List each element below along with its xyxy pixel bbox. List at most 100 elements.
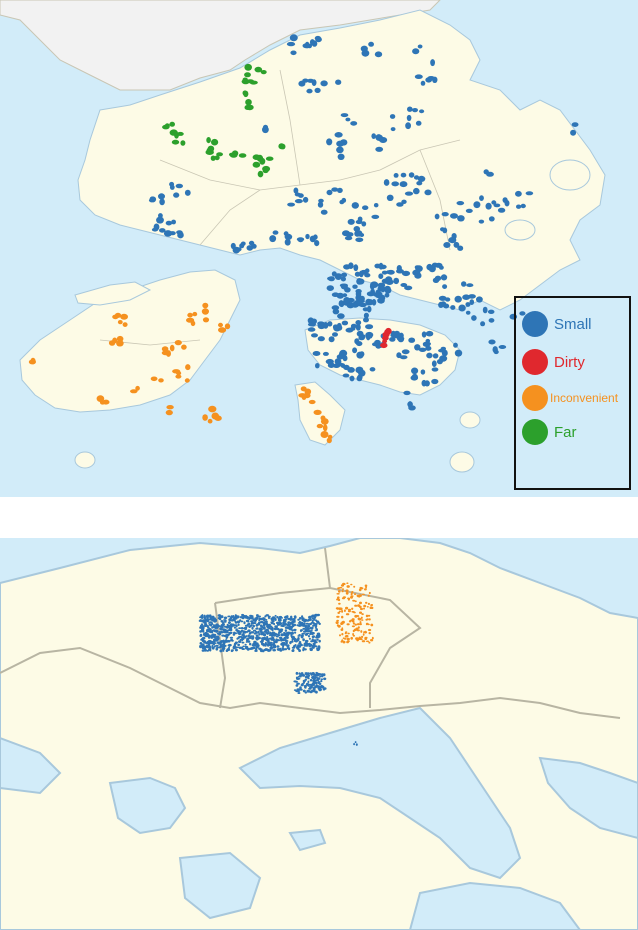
- inconvenient-marker: [344, 632, 347, 635]
- inconvenient-marker: [348, 620, 352, 623]
- small-marker: [207, 643, 211, 646]
- inconvenient-marker: [192, 311, 198, 317]
- inconvenient-marker: [357, 626, 360, 629]
- small-marker: [212, 625, 216, 629]
- inconvenient-marker: [175, 374, 182, 379]
- small-marker: [431, 360, 437, 368]
- small-marker: [281, 625, 285, 627]
- small-marker: [425, 345, 432, 351]
- small-marker: [240, 241, 246, 246]
- inconvenient-marker: [361, 613, 364, 616]
- small-marker: [231, 639, 234, 642]
- small-marker: [318, 646, 321, 649]
- small-marker: [226, 626, 229, 629]
- small-marker: [415, 120, 422, 126]
- small-marker: [230, 619, 234, 622]
- inconvenient-marker: [202, 302, 209, 309]
- small-marker: [273, 616, 276, 619]
- small-marker: [381, 270, 388, 275]
- small-marker: [310, 632, 314, 635]
- small-marker: [271, 628, 274, 632]
- small-marker: [346, 327, 354, 333]
- small-marker: [374, 51, 383, 58]
- small-marker: [316, 638, 319, 641]
- inconvenient-marker: [161, 346, 169, 352]
- small-marker: [240, 636, 243, 639]
- small-island: [459, 411, 481, 429]
- small-marker: [422, 342, 431, 347]
- small-marker: [299, 688, 303, 691]
- small-marker: [333, 310, 339, 314]
- small-marker: [244, 628, 247, 630]
- small-marker: [254, 640, 257, 644]
- inconvenient-marker: [218, 327, 227, 333]
- small-marker: [386, 194, 394, 201]
- inconvenient-marker: [202, 414, 208, 421]
- small-marker: [227, 615, 231, 618]
- inconvenient-marker: [362, 633, 365, 636]
- small-marker: [263, 634, 266, 637]
- inconvenient-marker: [201, 308, 209, 315]
- small-marker: [201, 649, 205, 652]
- small-marker: [306, 689, 311, 693]
- zoomed-survey-markers: [198, 582, 374, 746]
- small-marker: [487, 309, 495, 314]
- small-marker: [519, 311, 526, 316]
- small-marker: [302, 638, 305, 642]
- small-marker: [281, 638, 284, 641]
- small-marker: [353, 743, 355, 746]
- inconvenient-marker: [214, 415, 222, 422]
- small-marker: [307, 327, 316, 332]
- small-marker: [431, 367, 439, 372]
- small-marker: [293, 187, 299, 194]
- inconvenient-marker: [365, 640, 370, 643]
- small-marker: [266, 624, 271, 628]
- small-marker: [457, 245, 464, 251]
- legend-label: Inconvenient: [550, 391, 619, 405]
- small-marker: [353, 226, 361, 232]
- small-marker: [317, 201, 324, 208]
- small-marker: [307, 635, 311, 638]
- small-marker: [266, 644, 270, 647]
- small-marker: [412, 108, 418, 113]
- small-marker: [440, 274, 448, 281]
- small-marker: [274, 614, 277, 617]
- small-marker: [203, 632, 207, 635]
- small-marker: [283, 636, 287, 640]
- small-marker: [344, 236, 353, 241]
- small-marker: [251, 635, 255, 638]
- legend-item-inconvenient: Inconvenient: [522, 384, 618, 412]
- inconvenient-marker: [365, 601, 368, 604]
- inconvenient-marker: [370, 604, 374, 606]
- inconvenient-marker: [350, 595, 354, 597]
- small-marker: [377, 297, 385, 304]
- small-marker: [304, 633, 308, 636]
- small-marker: [417, 44, 423, 49]
- small-marker: [408, 337, 416, 343]
- small-marker: [309, 630, 313, 632]
- small-marker: [389, 337, 396, 342]
- inconvenient-marker: [340, 584, 345, 587]
- small-marker: [315, 628, 318, 632]
- small-marker: [175, 183, 183, 189]
- small-marker: [450, 213, 458, 219]
- small-marker: [420, 80, 426, 86]
- inconvenient-marker: [336, 624, 339, 627]
- inconvenient-marker: [117, 320, 123, 325]
- small-marker: [334, 132, 343, 138]
- small-marker: [302, 43, 310, 49]
- small-marker: [332, 363, 341, 368]
- small-marker: [348, 262, 354, 270]
- small-marker: [290, 50, 297, 56]
- small-marker: [275, 635, 279, 638]
- small-marker: [393, 330, 401, 338]
- small-marker: [317, 336, 325, 342]
- small-marker: [213, 633, 217, 637]
- small-marker: [285, 641, 288, 645]
- small-marker: [216, 625, 221, 628]
- small-marker: [355, 237, 364, 243]
- small-marker: [296, 624, 300, 627]
- small-marker: [314, 674, 317, 677]
- small-marker: [213, 645, 216, 648]
- small-marker: [315, 363, 320, 369]
